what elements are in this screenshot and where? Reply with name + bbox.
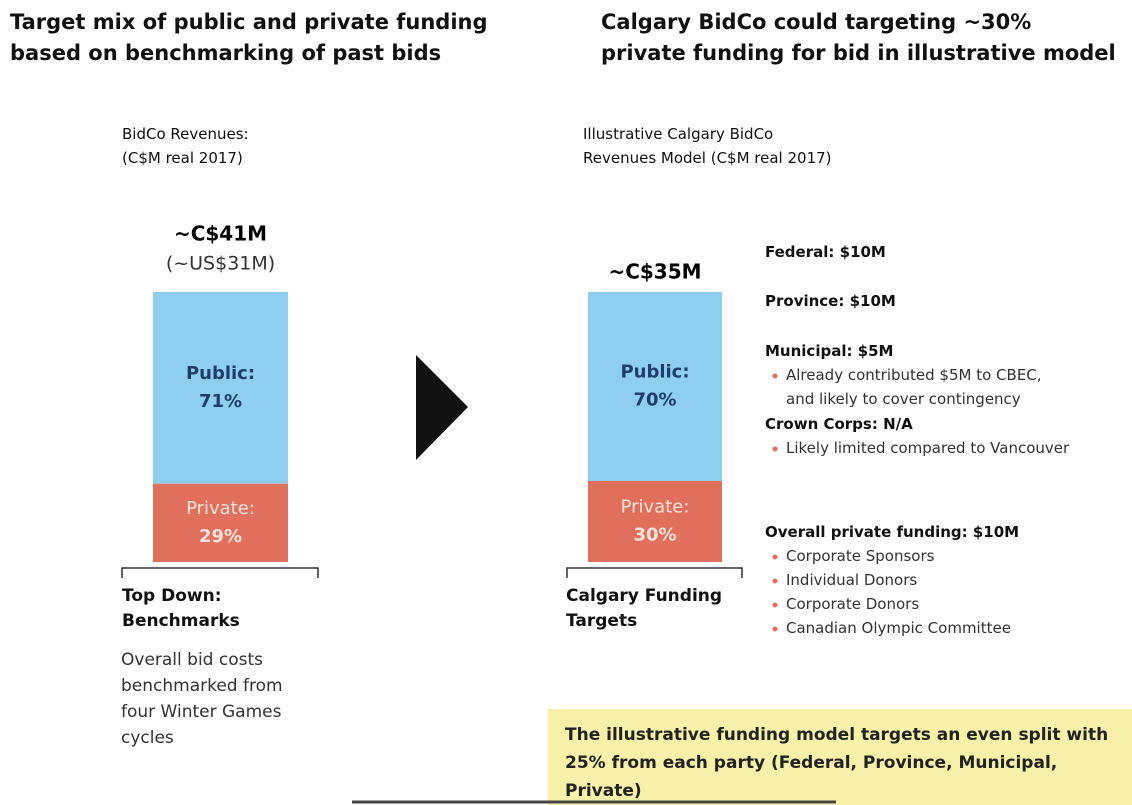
bullet-text: Individual Donors [786,571,918,589]
segment-name: Private: [186,498,255,519]
note: benchmarked from [121,676,283,696]
segment-name: Public: [620,362,689,383]
note: Overall bid costs [121,650,263,670]
bracket [566,567,743,578]
bullet-text: and likely to cover contingency [786,390,1021,408]
segment-label: 29% [199,526,242,547]
bullet-text: Already contributed $5M to CBEC, [786,366,1042,384]
bullet-dot [772,554,778,560]
bullet-text: Corporate Donors [786,595,920,613]
callout-box [548,709,1132,805]
note: cycles [121,728,174,748]
callout-text: 25% from each party (Federal, Province, … [565,753,1058,773]
bracket-label: Top Down: [122,586,222,606]
callout-text: Private) [565,781,642,801]
bullet-dot [772,602,778,608]
bar-segment [588,292,722,481]
subtitle: (C$M real 2017) [122,149,243,167]
bullet-text: Likely limited compared to Vancouver [786,439,1070,457]
bullet-text: Corporate Sponsors [786,547,935,565]
bullet-dot [772,626,778,632]
bar-total: ~C$41M [174,222,267,246]
segment-name: Private: [621,497,690,518]
subtitle: Revenues Model (C$M real 2017) [583,149,832,167]
segment-label: 30% [633,525,676,546]
bullet-dot [772,373,778,379]
subtitle: Illustrative Calgary BidCo [583,125,774,143]
heading: Target mix of public and private funding [10,10,488,34]
detail-title: Province: $10M [765,292,896,310]
bullet-dot [772,446,778,452]
segment-label: 71% [199,391,242,412]
bar-segment [588,481,722,562]
detail-title: Crown Corps: N/A [765,415,913,433]
bullet-dot [772,578,778,584]
bullet-text: Canadian Olympic Committee [786,619,1011,637]
note: four Winter Games [121,702,282,722]
detail-title: Municipal: $5M [765,342,894,360]
bar-total-usd: (~US$31M) [166,253,275,275]
heading: based on benchmarking of past bids [10,41,442,65]
bar-total: ~C$35M [608,260,701,284]
segment-label: 70% [633,390,676,411]
bracket-label: Benchmarks [122,611,240,631]
heading: private funding for bid in illustrative … [601,41,1116,65]
bar-segment [153,483,288,562]
subtitle: BidCo Revenues: [122,125,249,143]
segment-name: Public: [186,363,255,384]
bracket-label: Targets [566,611,638,631]
callout-text: The illustrative funding model targets a… [565,725,1109,745]
heading: Calgary BidCo could targeting ~30% [601,10,1032,34]
detail-title: Overall private funding: $10M [765,523,1020,541]
bracket-label: Calgary Funding [566,586,723,606]
bracket [121,567,319,578]
arrow [416,355,468,460]
bar-segment [153,292,288,484]
detail-title: Federal: $10M [765,243,886,261]
